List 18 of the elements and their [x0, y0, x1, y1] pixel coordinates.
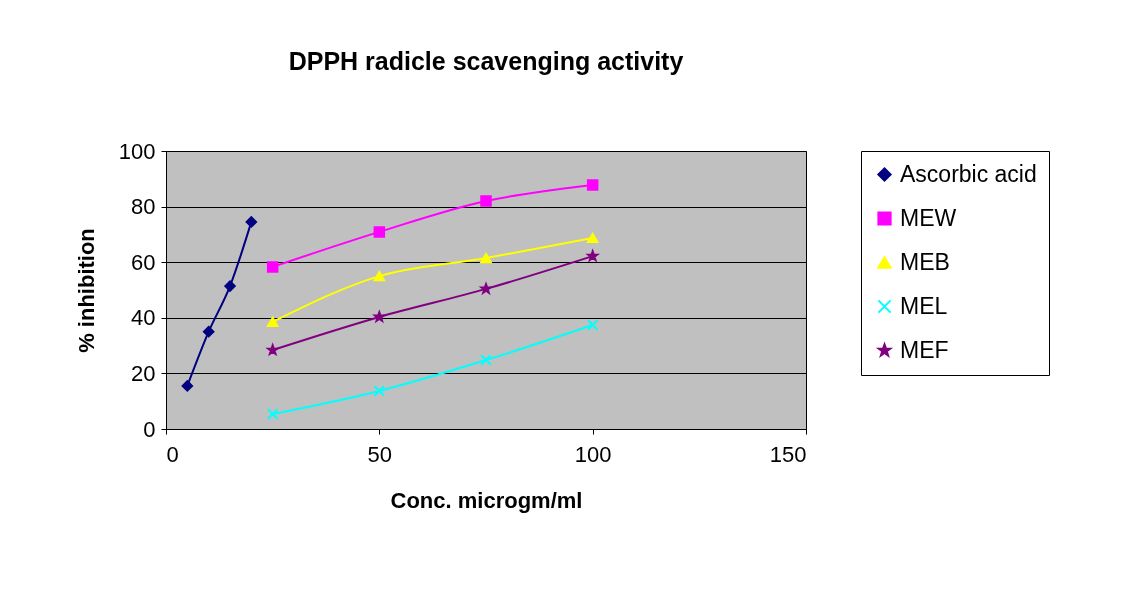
y-tick-label: 80 — [131, 194, 156, 220]
legend-label: MEB — [900, 248, 950, 275]
legend-label: MEL — [900, 292, 948, 319]
y-tick-label: 20 — [131, 360, 156, 386]
y-tick-label: 100 — [118, 138, 156, 164]
legend-label: Ascorbic acid — [900, 160, 1037, 187]
y-tick-label: 40 — [131, 305, 156, 331]
chart-title: DPPH radicle scavenging activity — [288, 47, 684, 75]
y-axis-title: % inhibition — [73, 228, 99, 353]
y-tick-label: 60 — [131, 249, 156, 275]
x-tick-label: 150 — [769, 441, 807, 467]
x-tick-label: 0 — [166, 441, 179, 467]
legend-label: MEW — [900, 204, 957, 231]
x-tick-label: 50 — [367, 441, 393, 467]
x-axis-title: Conc. microgm/ml — [390, 487, 583, 513]
legend-label: MEF — [900, 336, 949, 363]
x-tick-label: 100 — [574, 441, 612, 467]
y-tick-label: 0 — [143, 416, 156, 442]
